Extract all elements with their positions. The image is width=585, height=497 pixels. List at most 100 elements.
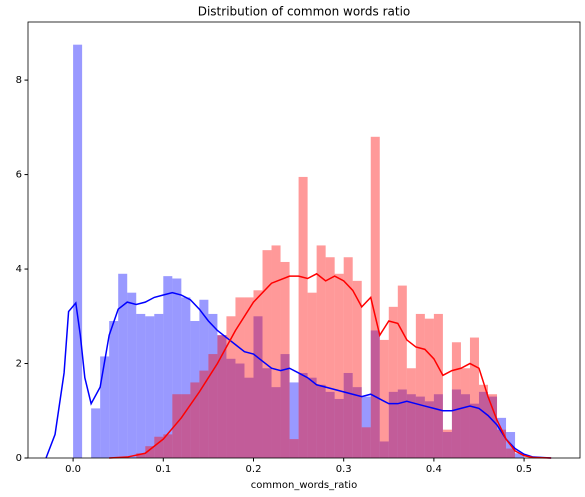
bar bbox=[307, 292, 317, 458]
bar bbox=[469, 403, 479, 458]
y-tick-label: 6 bbox=[16, 170, 22, 181]
bar bbox=[442, 429, 452, 458]
bar bbox=[334, 398, 344, 458]
chart-title: Distribution of common words ratio bbox=[198, 5, 411, 19]
bar bbox=[460, 394, 470, 458]
bar bbox=[145, 446, 155, 458]
bar bbox=[226, 316, 236, 458]
bar bbox=[244, 377, 254, 458]
bar bbox=[163, 434, 173, 458]
bar bbox=[488, 394, 498, 458]
plot-frame bbox=[27, 21, 581, 459]
y-tick-label: 4 bbox=[16, 264, 22, 275]
bar bbox=[478, 391, 488, 458]
x-tick-label: 0.3 bbox=[336, 464, 352, 475]
bar bbox=[172, 278, 182, 458]
bar bbox=[181, 297, 191, 458]
bar bbox=[226, 358, 236, 458]
x-tick-label: 0.2 bbox=[246, 464, 262, 475]
bar bbox=[352, 280, 362, 458]
bar bbox=[397, 285, 407, 458]
bar bbox=[361, 427, 371, 458]
bar bbox=[488, 396, 498, 458]
bar bbox=[73, 44, 83, 458]
bar bbox=[118, 273, 128, 458]
bar bbox=[271, 245, 281, 458]
bar bbox=[217, 335, 227, 458]
bar bbox=[307, 377, 317, 458]
bar bbox=[298, 372, 308, 458]
bar bbox=[280, 354, 290, 458]
bar bbox=[388, 391, 398, 458]
bar bbox=[253, 316, 263, 458]
bar bbox=[316, 384, 326, 458]
bar bbox=[190, 382, 200, 458]
bar bbox=[451, 389, 461, 458]
bar bbox=[379, 339, 389, 458]
kde-line bbox=[45, 291, 552, 459]
bar bbox=[442, 432, 452, 458]
bar bbox=[253, 290, 263, 458]
y-tick-label: 8 bbox=[16, 75, 22, 86]
x-axis-label: common_words_ratio bbox=[251, 480, 357, 491]
bar bbox=[235, 297, 245, 458]
bar bbox=[361, 396, 371, 458]
bar bbox=[154, 436, 164, 458]
bar bbox=[406, 368, 416, 458]
bar bbox=[163, 276, 173, 458]
bar bbox=[280, 261, 290, 458]
bar bbox=[343, 257, 353, 458]
bar bbox=[478, 384, 488, 458]
bar bbox=[515, 453, 525, 458]
bar bbox=[379, 441, 389, 458]
bar bbox=[334, 273, 344, 458]
bar bbox=[199, 299, 209, 458]
bar bbox=[127, 292, 137, 458]
bar bbox=[289, 382, 299, 458]
bar bbox=[154, 313, 164, 458]
bar bbox=[451, 342, 461, 458]
bar bbox=[497, 417, 507, 458]
bar bbox=[199, 370, 209, 458]
bar bbox=[433, 313, 443, 458]
x-tick-label: 0.1 bbox=[155, 464, 171, 475]
bar bbox=[91, 408, 101, 458]
bar bbox=[424, 318, 434, 458]
bar bbox=[136, 453, 146, 458]
bar bbox=[208, 313, 218, 458]
bar bbox=[109, 321, 119, 458]
bar bbox=[190, 321, 200, 458]
bar bbox=[262, 250, 272, 458]
bar bbox=[298, 176, 308, 459]
x-tick-label: 0.0 bbox=[65, 464, 81, 475]
bar bbox=[262, 368, 272, 458]
bar bbox=[181, 394, 191, 458]
bar bbox=[433, 394, 443, 458]
bar bbox=[325, 391, 335, 458]
bar bbox=[460, 368, 470, 458]
bar bbox=[100, 356, 110, 458]
bar bbox=[343, 372, 353, 458]
kde-line bbox=[109, 272, 552, 459]
bar bbox=[145, 316, 155, 458]
bar bbox=[415, 396, 425, 458]
bar bbox=[406, 394, 416, 458]
bar bbox=[388, 306, 398, 458]
bar bbox=[244, 297, 254, 458]
bar bbox=[271, 387, 281, 458]
bar bbox=[424, 401, 434, 458]
bar bbox=[352, 387, 362, 458]
x-tick-label: 0.4 bbox=[426, 464, 442, 475]
bar bbox=[469, 337, 479, 458]
bar bbox=[172, 394, 182, 458]
bar bbox=[325, 257, 335, 458]
bar bbox=[415, 313, 425, 458]
bar bbox=[316, 245, 326, 458]
bar bbox=[208, 354, 218, 458]
bar bbox=[506, 448, 516, 458]
bar bbox=[397, 389, 407, 458]
bar bbox=[370, 136, 380, 458]
x-tick-label: 0.5 bbox=[516, 464, 532, 475]
bar bbox=[289, 439, 299, 458]
